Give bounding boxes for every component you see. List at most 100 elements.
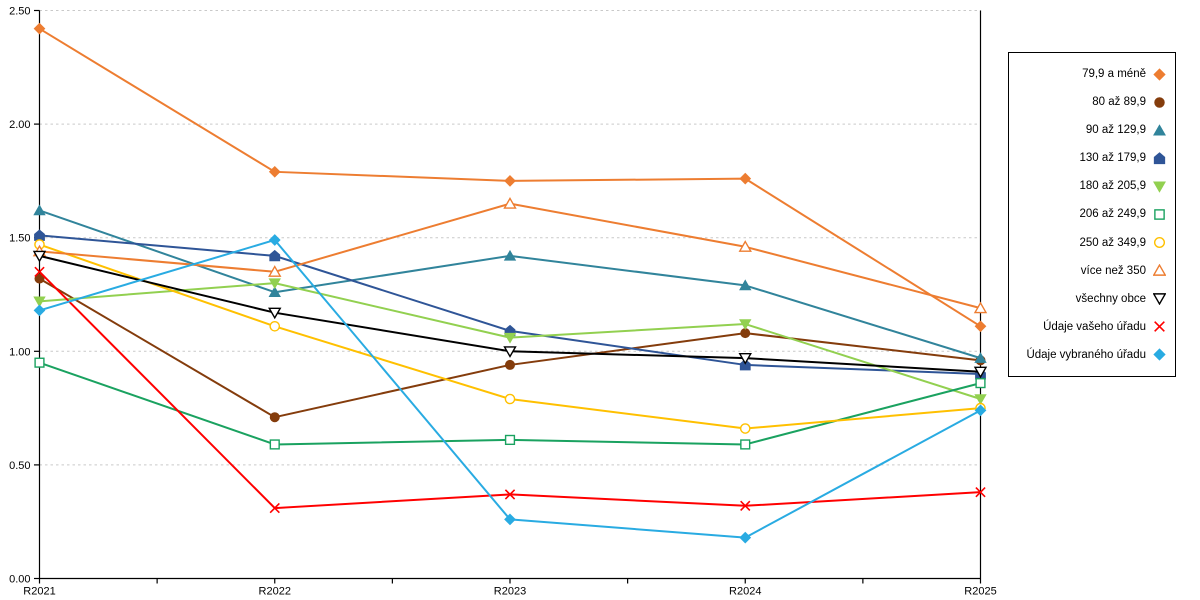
square-marker-icon: [269, 439, 280, 450]
legend-label: 206 až 249,9: [1079, 208, 1146, 221]
square-marker-icon: [740, 439, 751, 450]
legend-marker-icon: [1154, 209, 1165, 220]
data-point: [975, 486, 986, 498]
triangle-down-marker-icon: [503, 332, 517, 344]
triangle-up-marker-icon: [503, 197, 517, 209]
y-tick-label: 2.00: [9, 119, 30, 131]
legend-item-9: Údaje vašeho úřadu: [1013, 320, 1166, 333]
data-point: [33, 296, 46, 308]
legend-item-2: 90 až 129,9: [1013, 123, 1166, 137]
series-5: [34, 357, 986, 450]
data-point: [504, 513, 516, 526]
data-point: [268, 278, 281, 290]
series-0: [33, 22, 987, 333]
legend-marker-icon: [1154, 96, 1165, 108]
circle-marker-icon: [269, 412, 280, 423]
circle-marker-icon: [1154, 96, 1165, 108]
x-tick-label: R2024: [729, 586, 761, 598]
data-point: [33, 204, 46, 216]
legend-marker-icon: [1153, 67, 1166, 81]
data-point: [503, 249, 517, 261]
pentagon-marker-icon: [34, 229, 45, 241]
pentagon-marker-icon: [1153, 151, 1166, 164]
legend-label: 79,9 a méně: [1082, 68, 1146, 81]
series-line: [38, 270, 982, 510]
data-point: [34, 273, 45, 284]
data-point: [975, 378, 986, 389]
data-point: [973, 301, 988, 314]
data-point: [504, 393, 516, 405]
square-marker-icon: [504, 434, 516, 446]
circle-marker-icon: [1153, 236, 1166, 249]
triangle-up-marker-icon: [738, 240, 752, 252]
data-point: [738, 353, 752, 365]
data-point: [268, 286, 281, 298]
legend-marker-icon: [1153, 181, 1166, 193]
data-point: [740, 500, 751, 511]
y-tick-label: 1.50: [9, 233, 30, 245]
triangle-down-marker-icon: [973, 366, 988, 379]
y-tick-label: 2.50: [9, 6, 30, 18]
legend-marker-icon: [1153, 236, 1166, 249]
data-point: [269, 502, 280, 514]
triangle-down-marker-icon: [974, 394, 987, 406]
diamond-marker-icon: [268, 165, 281, 178]
data-point: [739, 423, 751, 434]
circle-marker-icon: [34, 273, 45, 284]
diamond-marker-icon: [33, 304, 46, 317]
legend-marker-icon: [1153, 151, 1166, 164]
x-marker-icon: [269, 502, 280, 514]
series-3: [34, 229, 986, 380]
square-marker-icon: [1154, 209, 1165, 220]
data-point: [32, 250, 47, 263]
triangle-down-marker-icon: [1153, 181, 1166, 193]
triangle-up-marker-icon: [503, 249, 517, 261]
data-point: [739, 319, 752, 331]
square-marker-icon: [34, 357, 45, 368]
data-point: [505, 359, 515, 370]
tick-labels: 0.00 0.50 1.00 1.50 2.00 2.50 R2021 R2022 R2023 R…: [9, 6, 997, 598]
series-8: [32, 250, 988, 379]
data-point: [738, 240, 752, 252]
data-point: [974, 352, 987, 363]
triangle-up-marker-icon: [33, 204, 46, 216]
circle-marker-icon: [505, 359, 515, 370]
data-point: [268, 165, 281, 178]
circle-marker-icon: [504, 393, 516, 405]
data-point: [269, 412, 280, 423]
data-point: [268, 234, 281, 246]
triangle-down-marker-icon: [268, 307, 282, 320]
diamond-marker-icon: [739, 172, 752, 185]
data-point: [974, 404, 987, 417]
legend-item-1: 80 až 89,9: [1013, 96, 1166, 109]
legend-marker-icon: [1153, 348, 1166, 361]
legend-item-6: 250 až 349,9: [1013, 236, 1166, 249]
series-9: [34, 266, 986, 514]
data-point: [973, 366, 988, 379]
data-point: [504, 489, 516, 500]
legend-label: Údaje vybraného úřadu: [1026, 348, 1146, 361]
diamond-marker-icon: [268, 234, 281, 246]
data-point: [269, 249, 281, 262]
data-point: [740, 439, 751, 450]
x-marker-icon: [34, 266, 45, 277]
x-marker-icon: [740, 500, 751, 511]
circle-marker-icon: [269, 321, 281, 332]
data-point: [269, 439, 280, 450]
triangle-down-marker-icon: [739, 319, 752, 331]
triangle-down-marker-icon: [32, 250, 47, 263]
legend-marker-icon: [1153, 293, 1166, 306]
data-point: [504, 434, 516, 446]
data-point: [34, 357, 45, 368]
triangle-down-marker-icon: [738, 353, 752, 365]
series-line: [38, 238, 982, 539]
legend-item-8: všechny obce: [1013, 292, 1166, 306]
x-tick-label: R2022: [259, 586, 291, 598]
x-tick-label: R2025: [964, 586, 996, 598]
y-tick-label: 1.00: [9, 346, 30, 358]
legend-item-5: 206 až 249,9: [1013, 208, 1166, 221]
legend-item-7: více než 350: [1013, 264, 1166, 277]
x-marker-icon: [504, 489, 516, 500]
triangle-up-marker-icon: [268, 286, 281, 298]
